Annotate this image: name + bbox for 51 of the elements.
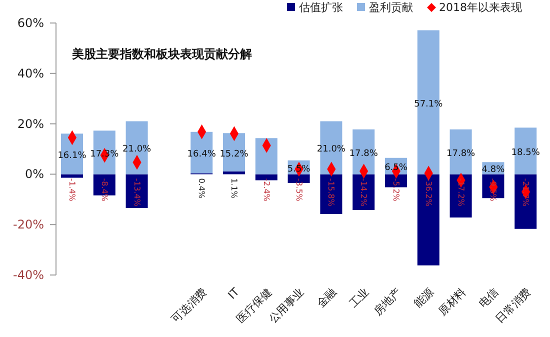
data-label: -5.2% [392,178,400,202]
data-label: 16.4% [187,150,216,160]
x-tick-label: 能源 [411,285,436,310]
y-tick-label: 0% [24,167,44,182]
y-tick-label: -20% [12,218,44,232]
x-tick-label: 工业 [346,285,372,310]
y-tick-label: 60% [17,16,44,30]
bar [352,174,375,210]
data-label: -8.4% [100,178,109,202]
data-label: 18.5% [511,148,540,158]
data-label: -3.5% [294,178,304,202]
data-label: -2.4% [262,178,271,202]
data-label: -21.7% [521,178,530,207]
data-label: 17.8% [446,148,476,159]
x-tick-label: 原材料 [436,285,469,318]
data-label: 15.2% [220,149,249,160]
bar [126,174,148,208]
x-tick-label: 房地产 [371,285,404,318]
data-label: -14.2% [359,178,368,207]
bar [255,138,278,174]
x-tick-label: IT [226,285,242,302]
data-label: 4.8% [482,165,506,176]
data-label: -1.4% [68,178,76,202]
legend-label: 估值扩张 [298,0,343,15]
x-tick-label: 电信 [476,285,502,310]
legend-label: 盈利贡献 [368,0,413,15]
data-label: 1.1% [230,178,238,199]
data-label: 0.4% [197,178,206,199]
legend-label: 2018年以来表现 [438,0,522,15]
data-label: 21.0% [122,144,152,155]
bar [61,174,83,178]
data-label: -9.5% [488,178,498,202]
x-tick-label: 可选消费 [169,285,210,326]
y-tick-label: -40% [12,268,44,282]
y-tick-label: 40% [17,66,44,80]
data-label: -17.2% [456,178,466,207]
data-label: -13.4% [132,178,142,207]
bar [417,174,440,266]
bar [223,171,245,174]
x-tick-label: 金融 [314,285,340,310]
y-tick-label: 20% [17,116,44,131]
data-label: 21.0% [316,144,346,155]
data-label: -15.8% [326,178,336,207]
data-label: 17.8% [349,148,378,159]
data-label: 16.1% [58,150,87,161]
text: 美股主要指数和板块表现贡献分解 [71,47,252,61]
bar [255,174,278,180]
data-label: -36.2% [424,178,433,207]
bar [514,174,537,229]
bar [320,174,342,214]
data-label: 57.1% [414,99,444,110]
